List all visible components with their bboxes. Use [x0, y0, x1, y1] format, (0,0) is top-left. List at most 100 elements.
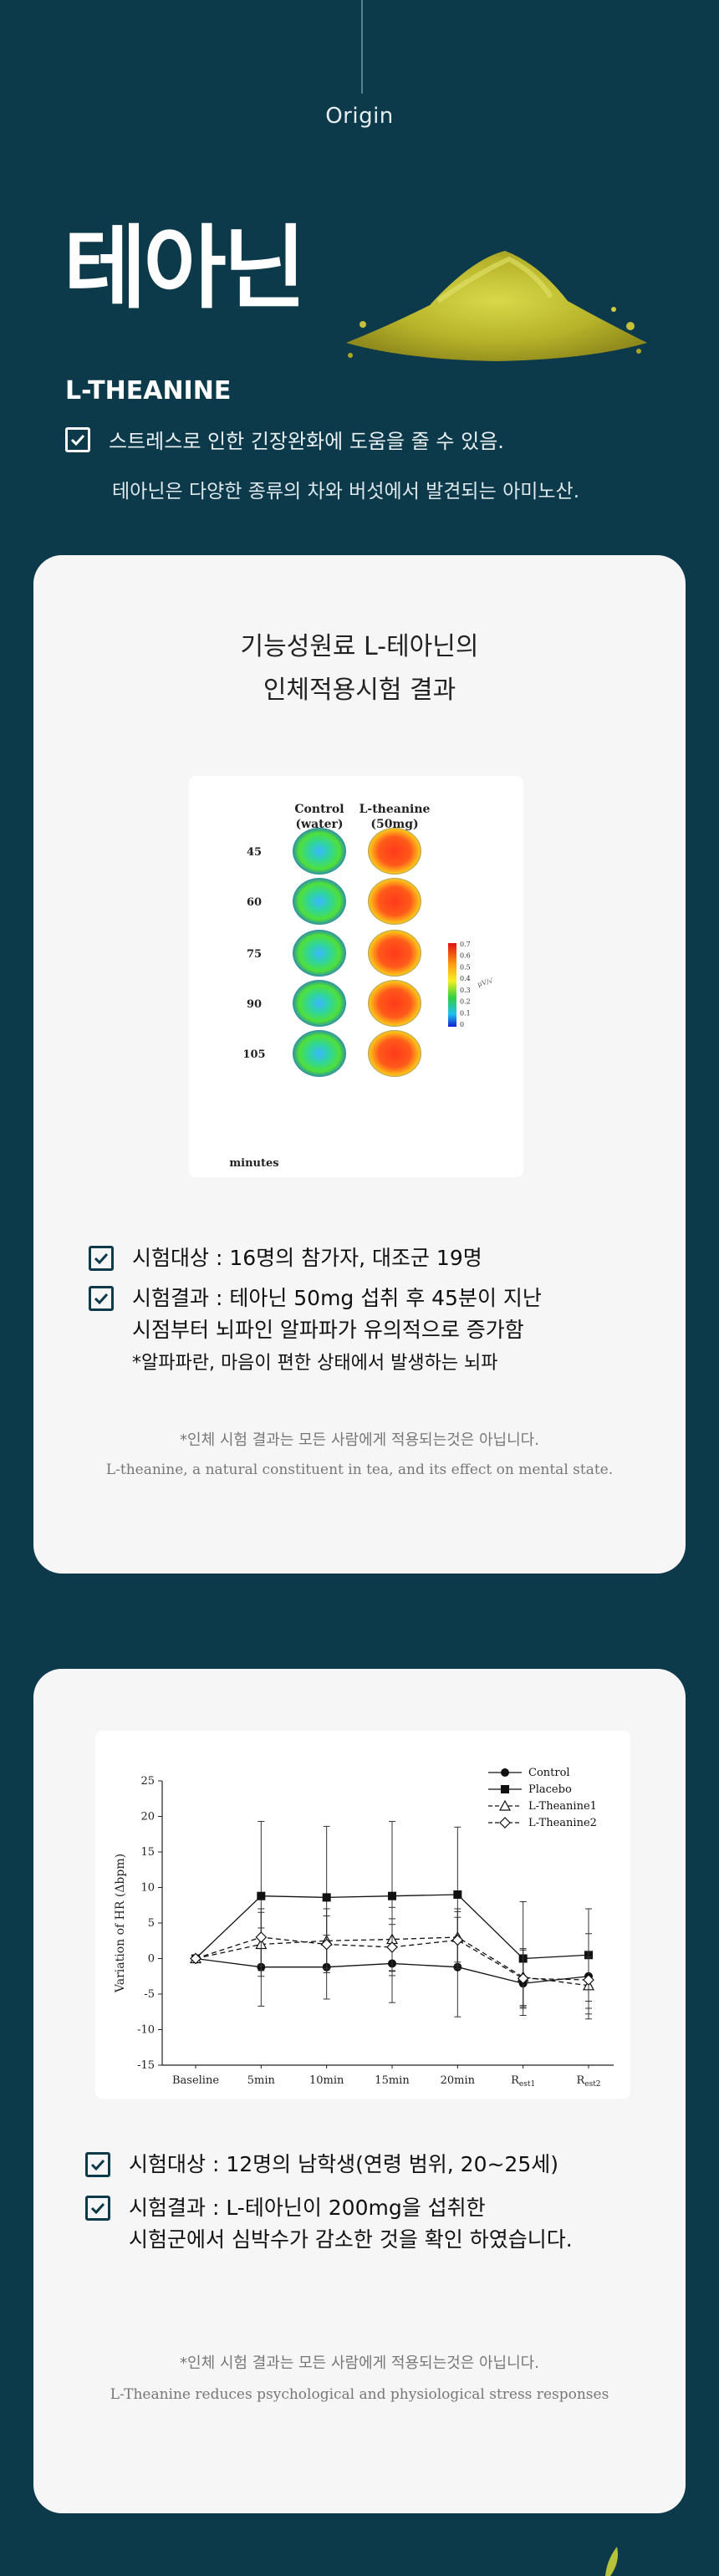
data-point [190, 1952, 201, 1965]
origin-label: Origin [325, 104, 394, 129]
legend-label: Control [528, 1767, 570, 1779]
control-brain-map [293, 980, 346, 1027]
source-citation: L-theanine, a natural constituent in tea… [105, 1461, 614, 1478]
card-title: 기능성원료 L-테아닌의 인체적용시험 결과 [240, 632, 479, 705]
col-theanine-sublabel: (50mg) [370, 818, 418, 831]
x-tick-label: 20min [441, 2074, 476, 2087]
time-label: 105 [242, 1048, 265, 1061]
theanine-brain-map [368, 1030, 421, 1077]
list-item: 시험결과 : L-테아닌이 200mg을 섭취한 시험군에서 심박수가 감소한 … [85, 2192, 573, 2256]
list-item: 시험결과 : 테아닌 50mg 섭취 후 45분이 지난 시점부터 뇌파인 알파… [89, 1283, 542, 1380]
data-point [501, 1768, 509, 1777]
scale-tick-label: 0.6 [460, 952, 471, 960]
scale-tick-label: 0 [460, 1021, 464, 1028]
result-text: 시험결과 : L-테아닌이 200mg을 섭취한 시험군에서 심박수가 감소한 … [129, 2196, 573, 2252]
data-point [451, 1934, 464, 1946]
theanine-brain-map [368, 980, 421, 1027]
subject-text: 시험대상 : 16명의 참가자, 대조군 19명 [132, 1246, 482, 1270]
alpha-wave-note: *알파파란, 마음이 편한 상태에서 발생하는 뇌파 [132, 1353, 498, 1374]
time-label: 60 [247, 896, 262, 909]
disclaimer: *인체 시험 결과는 모든 사람에게 적용되는것은 아닙니다. [180, 1431, 539, 1449]
eeg-result-list: 시험대상 : 16명의 참가자, 대조군 19명 시험결과 : 테아닌 50mg… [89, 1242, 542, 1388]
y-tick-label: 15 [140, 1846, 155, 1859]
y-tick-label: 20 [140, 1811, 155, 1824]
data-point [517, 1972, 529, 1985]
data-point [322, 1893, 331, 1902]
list-item: 시험대상 : 12명의 남학생(연령 범위, 20~25세) [85, 2149, 573, 2181]
legend-label: L-Theanine2 [528, 1817, 597, 1829]
y-tick-label: 5 [148, 1917, 155, 1930]
col-control-label: Control [294, 803, 344, 816]
leaf-icon [605, 2547, 618, 2576]
time-label: 45 [247, 846, 262, 859]
control-brain-map [293, 1030, 346, 1077]
control-brain-map [293, 930, 346, 977]
data-point [498, 1799, 512, 1811]
powder-pile-image [346, 251, 647, 361]
hr-result-list: 시험대상 : 12명의 남학생(연령 범위, 20~25세) 시험결과 : L-… [85, 2149, 573, 2264]
theanine-brain-map [368, 930, 421, 977]
chart-legend: Control Placebo L-Theanine1 L-Theanine2 [488, 1767, 597, 1829]
list-item: 시험대상 : 16명의 참가자, 대조군 19명 [89, 1242, 542, 1274]
subject-text: 시험대상 : 12명의 남학생(연령 범위, 20~25세) [129, 2152, 558, 2176]
data-point [257, 1891, 266, 1900]
y-axis-label: Variation of HR (Δbpm) [114, 1854, 127, 1993]
data-point [583, 1974, 594, 1986]
theanine-brain-map [368, 878, 421, 925]
x-tick-label: 5min [247, 2074, 276, 2087]
data-point [501, 1785, 509, 1793]
x-tick-label: 10min [309, 2074, 344, 2087]
data-point [320, 1938, 333, 1951]
data-point [386, 1941, 398, 1953]
source-citation: L-Theanine reduces psychological and phy… [110, 2386, 609, 2403]
disclaimer: *인체 시험 결과는 모든 사람에게 적용되는것은 아닙니다. [180, 2354, 539, 2372]
y-tick-label: -5 [144, 1988, 155, 2001]
result-text: 시험결과 : 테아닌 50mg 섭취 후 45분이 지난 시점부터 뇌파인 알파… [132, 1286, 542, 1374]
y-tick-label: -15 [137, 2059, 155, 2072]
data-point [499, 1817, 511, 1829]
checkbox-icon [89, 1286, 114, 1311]
series-l-theanine2 [190, 1908, 594, 2009]
y-tick-label: 10 [140, 1882, 155, 1895]
benefit-text: 스트레스로 인한 긴장완화에 도움을 줄 수 있음. [109, 430, 504, 453]
data-point [453, 1890, 462, 1899]
x-tick-label: Baseline [172, 2074, 219, 2087]
heart-rate-chart: -15 -10 -5 0 5 10 15 20 25 Baseline 5min 10min 15min… [114, 1767, 614, 2089]
checkbox-icon [89, 1246, 114, 1271]
checkbox-icon [85, 2152, 110, 2177]
ingredient-name: L-THEANINE [65, 376, 232, 406]
heart-rate-chart-figure: -15 -10 -5 0 5 10 15 20 25 Baseline 5min 10min 15min… [95, 1731, 630, 2099]
ingredient-description: 테아닌은 다양한 종류의 차와 버섯에서 발견되는 아미노산. [112, 481, 580, 502]
x-tick-label: 15min [375, 2074, 410, 2087]
x-tick-label: Rest2 [576, 2074, 600, 2089]
eeg-map-svg: Control (water) L-theanine (50mg) 45 60 75… [229, 803, 494, 1170]
scale-tick-label: 0.2 [460, 998, 471, 1006]
heart-rate-study-card: -15 -10 -5 0 5 10 15 20 25 Baseline 5min 10min 15min… [33, 1669, 686, 2513]
eeg-brain-map-figure: Control (water) L-theanine (50mg) 45 60 75… [189, 776, 523, 1177]
checkbox-icon [85, 2196, 110, 2221]
benefit-row: 스트레스로 인한 긴장완화에 도움을 줄 수 있음. [65, 425, 504, 454]
scale-tick-label: 0.4 [460, 975, 471, 982]
data-point [255, 1931, 268, 1943]
time-label: 90 [247, 998, 262, 1011]
theanine-brain-map [368, 828, 421, 875]
color-scale-bar [448, 943, 456, 1027]
y-tick-label: 25 [140, 1775, 155, 1788]
time-label: 75 [247, 948, 262, 961]
top-divider-line [361, 0, 363, 94]
legend-label: Placebo [528, 1783, 572, 1796]
hero-title: 테아닌 [64, 217, 306, 321]
minutes-label: minutes [229, 1157, 278, 1170]
data-point [388, 1891, 396, 1900]
control-brain-map [293, 828, 346, 875]
scale-tick-label: 0.3 [460, 987, 471, 994]
y-tick-label: 0 [148, 1953, 155, 1966]
scale-unit: μV/√ [477, 977, 494, 988]
scale-tick-label: 0.1 [460, 1009, 471, 1017]
scale-tick-label: 0.5 [460, 963, 471, 971]
col-control-sublabel: (water) [295, 818, 343, 831]
col-theanine-label: L-theanine [360, 803, 431, 816]
y-tick-label: -10 [137, 2024, 155, 2037]
eeg-study-card: 기능성원료 L-테아닌의 인체적용시험 결과 [33, 555, 686, 1574]
control-brain-map [293, 878, 346, 925]
